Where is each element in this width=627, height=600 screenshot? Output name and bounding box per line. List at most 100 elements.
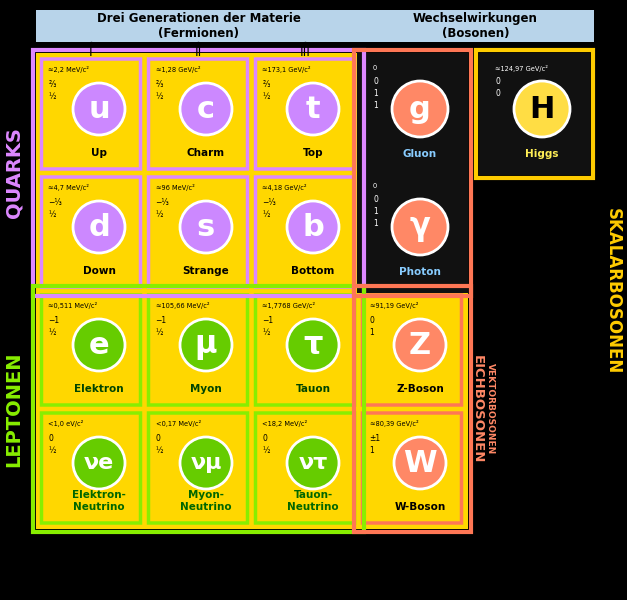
Text: b: b [302,212,324,241]
Text: μ: μ [195,331,217,359]
Circle shape [392,199,448,255]
FancyBboxPatch shape [357,10,594,42]
FancyBboxPatch shape [152,298,245,402]
FancyBboxPatch shape [152,180,245,284]
Text: ±1: ±1 [369,434,381,443]
Text: 0: 0 [495,89,500,98]
Text: II: II [194,46,202,58]
Text: s: s [197,212,215,241]
FancyBboxPatch shape [36,10,361,42]
Text: Up: Up [91,148,107,158]
Text: I: I [89,46,93,58]
FancyBboxPatch shape [152,416,245,520]
Circle shape [73,201,125,253]
Text: 0: 0 [495,77,500,86]
FancyBboxPatch shape [45,298,137,402]
Text: ½: ½ [263,328,270,337]
Text: 0: 0 [155,434,161,443]
Text: −1: −1 [48,316,60,325]
Text: SKALARBOSONEN: SKALARBOSONEN [604,208,622,374]
Text: t: t [306,94,320,124]
Text: ≈1,7768 GeV/c²: ≈1,7768 GeV/c² [263,302,315,309]
Text: −1: −1 [263,316,273,325]
Text: Gluon: Gluon [403,149,437,159]
FancyBboxPatch shape [45,62,137,166]
Text: ½: ½ [155,210,163,219]
Text: Z: Z [409,331,431,359]
Text: ½: ½ [263,446,270,455]
Text: ½: ½ [48,92,56,101]
Text: LEPTONEN: LEPTONEN [4,351,23,467]
Text: H: H [529,94,555,124]
Text: ½: ½ [48,328,56,337]
Text: 0: 0 [373,65,377,71]
FancyBboxPatch shape [258,416,352,520]
FancyBboxPatch shape [366,298,458,402]
Circle shape [287,201,339,253]
Text: Wechselwirkungen
(Bosonen): Wechselwirkungen (Bosonen) [413,12,538,40]
Text: ⅔: ⅔ [155,80,163,89]
Text: QUARKS: QUARKS [4,128,23,218]
Circle shape [180,319,232,371]
Text: III: III [300,46,310,58]
FancyBboxPatch shape [357,53,468,293]
Text: ≈4,18 GeV/c²: ≈4,18 GeV/c² [263,184,307,191]
Text: Elektron-
Neutrino: Elektron- Neutrino [72,490,126,512]
Text: Myon: Myon [190,384,222,394]
FancyBboxPatch shape [479,53,590,175]
Text: ½: ½ [263,210,270,219]
FancyBboxPatch shape [258,180,352,284]
Text: Drei Generationen der Materie
(Fermionen): Drei Generationen der Materie (Fermionen… [97,12,300,40]
Text: ½: ½ [155,328,163,337]
Circle shape [287,83,339,135]
FancyBboxPatch shape [366,416,458,520]
FancyBboxPatch shape [45,180,137,284]
Text: Charm: Charm [187,148,225,158]
Text: Myon-
Neutrino: Myon- Neutrino [180,490,232,512]
FancyBboxPatch shape [360,174,465,290]
Text: ≈1,28 GeV/c²: ≈1,28 GeV/c² [155,66,200,73]
Text: <18,2 MeV/c²: <18,2 MeV/c² [263,420,308,427]
Circle shape [394,437,446,489]
Text: γ: γ [409,212,430,241]
Circle shape [287,319,339,371]
Text: Strange: Strange [182,266,229,276]
Text: νμ: νμ [190,453,222,473]
Text: Z-Boson: Z-Boson [396,384,444,394]
Text: ⅔: ⅔ [263,80,270,89]
Text: νe: νe [84,453,114,473]
Text: −1: −1 [155,316,167,325]
Text: ≈105,66 MeV/c²: ≈105,66 MeV/c² [155,302,209,309]
Text: 1: 1 [369,446,374,455]
Text: ≈2,2 MeV/c²: ≈2,2 MeV/c² [48,66,90,73]
Text: ≈96 MeV/c²: ≈96 MeV/c² [155,184,194,191]
Circle shape [180,201,232,253]
Text: 0: 0 [48,434,53,443]
FancyBboxPatch shape [152,62,245,166]
Text: g: g [409,94,431,124]
FancyBboxPatch shape [36,53,468,529]
Circle shape [73,83,125,135]
Text: d: d [88,212,110,241]
Circle shape [180,83,232,135]
Text: e: e [88,331,109,359]
Circle shape [394,319,446,371]
Circle shape [392,81,448,137]
Text: Higgs: Higgs [525,149,559,159]
Text: W: W [403,449,437,478]
FancyBboxPatch shape [482,56,587,172]
Text: ≈80,39 GeV/c²: ≈80,39 GeV/c² [369,420,418,427]
Text: VEKTORBOSONEN: VEKTORBOSONEN [485,364,495,455]
Text: 0: 0 [373,183,377,189]
Text: ≈91,19 GeV/c²: ≈91,19 GeV/c² [369,302,418,309]
Text: Photon: Photon [399,267,441,277]
Text: u: u [88,94,110,124]
Text: Tauon: Tauon [295,384,330,394]
FancyBboxPatch shape [258,62,352,166]
Circle shape [514,81,570,137]
Text: 1: 1 [373,207,377,216]
Text: τ: τ [303,331,323,359]
Text: −⅓: −⅓ [48,198,62,207]
Circle shape [73,319,125,371]
Text: 1: 1 [369,328,374,337]
